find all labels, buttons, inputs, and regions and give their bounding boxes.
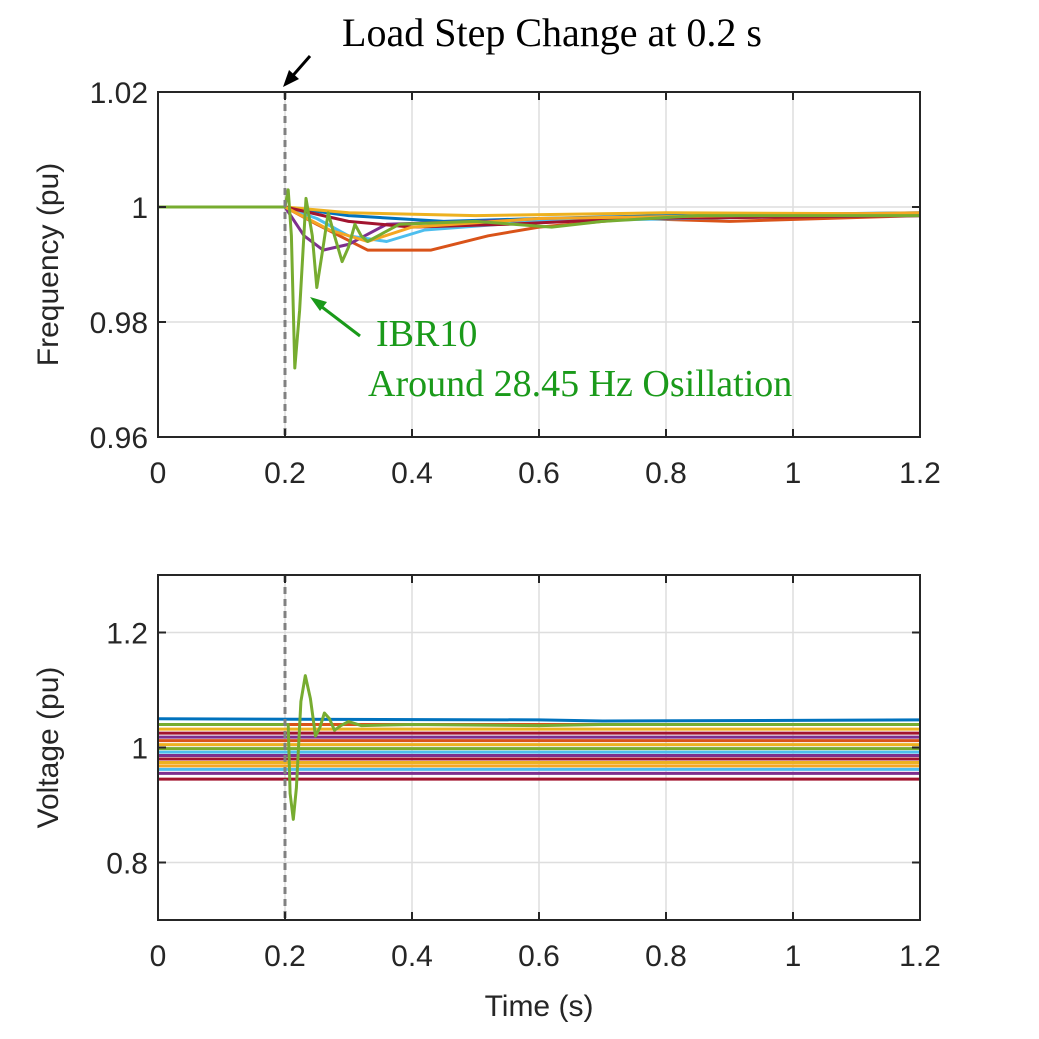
voltage-y-axis-label: Voltage (pu)	[32, 667, 65, 829]
frequency-x-tick-label: 1	[785, 457, 802, 490]
voltage-y-tick-label: 1	[131, 733, 148, 766]
frequency-x-tick-label: 0.6	[518, 457, 560, 490]
voltage-x-tick-label: 0.6	[518, 940, 560, 973]
ibr-arrow-head	[310, 297, 327, 311]
ibr-oscillation-caption: Around 28.45 Hz Osillation	[368, 363, 792, 405]
load-step-arrow-head	[283, 70, 299, 87]
frequency-series-line-8	[158, 188, 920, 370]
frequency-y-tick-label: 1.02	[90, 77, 148, 110]
voltage-x-axis-label: Time (s)	[485, 990, 594, 1023]
frequency-x-tick-label: 0	[150, 457, 167, 490]
frequency-y-tick-label: 1	[131, 192, 148, 225]
frequency-x-tick-label: 0.8	[645, 457, 687, 490]
voltage-x-tick-label: 0.4	[391, 940, 433, 973]
ibr-arrow-shaft	[317, 302, 361, 338]
voltage-x-tick-label: 0	[150, 940, 167, 973]
frequency-x-tick-label: 0.2	[264, 457, 306, 490]
voltage-series-line-1	[158, 717, 920, 723]
voltage-plot: 0 0.2 0.4 0.6 0.8 1 1.2 0.8 1 1.2 Voltage (pu) Time…	[32, 574, 941, 1023]
frequency-y-axis-label: Frequency (pu)	[32, 163, 65, 366]
voltage-x-tick-label: 1.2	[899, 940, 941, 973]
frequency-x-tick-label: 1.2	[899, 457, 941, 490]
frequency-plot: 0 0.2 0.4 0.6 0.8 1 1.2 0.96 0.98 1 1.02 Frequency …	[32, 77, 941, 490]
load-step-annotation: Load Step Change at 0.2 s	[342, 10, 762, 55]
voltage-series-line-17	[158, 674, 920, 821]
voltage-y-tick-label: 1.2	[106, 618, 148, 651]
frequency-y-tick-label: 0.98	[90, 307, 148, 340]
voltage-y-tick-label: 0.8	[106, 848, 148, 881]
voltage-x-tick-label: 1	[785, 940, 802, 973]
ibr-label: IBR10	[376, 313, 477, 355]
voltage-x-tick-label: 0.2	[264, 940, 306, 973]
voltage-x-tick-label: 0.8	[645, 940, 687, 973]
frequency-y-tick-label: 0.96	[90, 422, 148, 455]
frequency-x-tick-label: 0.4	[391, 457, 433, 490]
